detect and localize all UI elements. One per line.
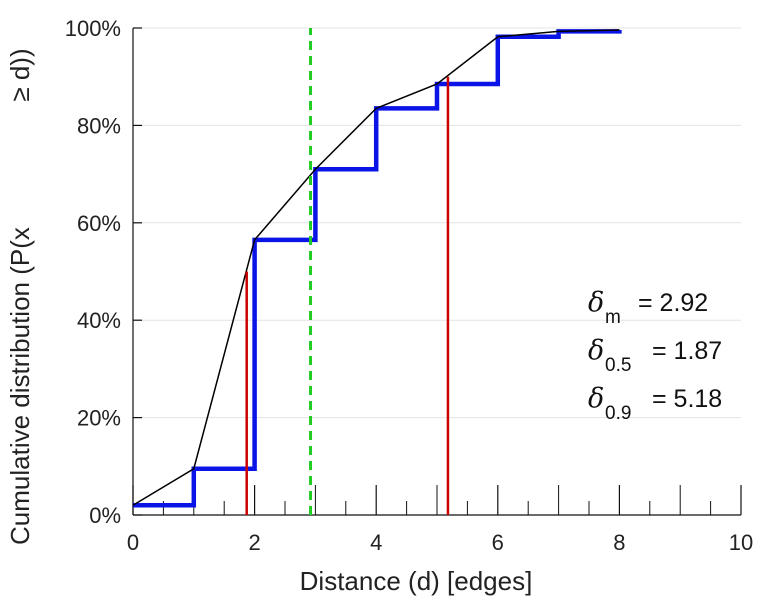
series-step-cdf [133, 29, 622, 508]
annotation-symbol-0: δ [588, 287, 604, 318]
annotation-subscript-2: 0.9 [605, 403, 631, 424]
axes-layer [132, 27, 742, 516]
label-layer: 0% 20% 40% 60% 80% 100% 0 2 4 6 8 10 [65, 16, 754, 555]
annotation-subscript-0: m [605, 307, 621, 328]
y-tick-label-0: 0% [89, 503, 121, 528]
x-axis-title: Distance (d) [edges] [300, 566, 533, 596]
x-tick-label-0: 0 [127, 530, 139, 555]
annotation-symbol-2: δ [588, 383, 604, 414]
annotation-symbol-1: δ [588, 335, 604, 366]
series-layer [132, 29, 622, 508]
y-axis-title-continued: ≥ d)) [5, 48, 35, 101]
annotation-block: δ m= 2.92δ 0.5= 1.87δ 0.9= 5.18 [588, 287, 722, 424]
y-tick-label-4: 80% [77, 113, 121, 138]
x-tick-label-2: 4 [370, 530, 382, 555]
x-tick-label-4: 8 [613, 530, 625, 555]
y-tick-label-5: 100% [65, 16, 121, 41]
annotation-subscript-1: 0.5 [605, 355, 631, 376]
annotation-value-1: = 1.87 [652, 337, 722, 365]
annotation-2: δ 0.9 = 5.18 [588, 383, 722, 424]
x-tick-label-3: 6 [492, 530, 504, 555]
annotation-value-2: = 5.18 [652, 385, 722, 413]
annotation-value-0: = 2.92 [638, 289, 708, 317]
series-interpolated-cdf [132, 29, 620, 506]
marker-layer [245, 28, 450, 515]
x-tick-label-1: 2 [248, 530, 260, 555]
y-tick-label-3: 60% [77, 211, 121, 236]
annotation-0: δ m = 2.92 [588, 287, 708, 328]
y-tick-label-1: 20% [77, 406, 121, 431]
grid-layer [133, 27, 741, 419]
y-tick-label-2: 40% [77, 308, 121, 333]
annotation-1: δ 0.5 = 1.87 [588, 335, 722, 376]
x-tick-label-5: 10 [729, 530, 753, 555]
y-axis-title: Cumulative distribution (P(x [5, 227, 35, 545]
